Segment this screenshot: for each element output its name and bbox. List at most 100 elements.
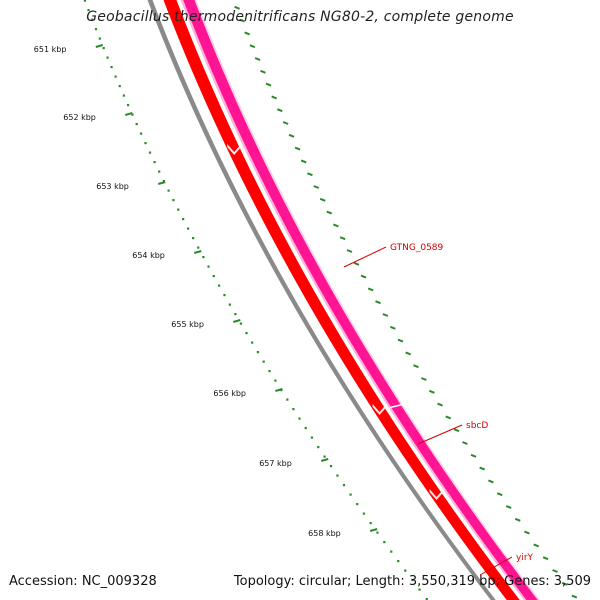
scale-tick: [333, 223, 339, 228]
scale-dot: [218, 284, 221, 287]
scale-dot: [274, 379, 277, 382]
scale-dot: [135, 123, 138, 126]
scale-tick: [339, 236, 346, 241]
gene-leader-line: [417, 424, 463, 445]
scale-dot: [268, 370, 271, 373]
scale-tick: [445, 415, 452, 420]
scale-dot: [167, 189, 170, 192]
scale-dot: [207, 265, 210, 268]
scale-dot: [177, 208, 180, 211]
scale-dot: [349, 493, 352, 496]
cds-forward-arrowhead: [372, 404, 387, 415]
scale-tick: [420, 377, 427, 381]
scale-tick: [571, 594, 578, 599]
scale-tick: [470, 453, 477, 458]
scale-tick: [542, 556, 549, 561]
scale-dot: [336, 474, 339, 477]
scale-tick: [514, 517, 521, 522]
scale-tick: [353, 261, 360, 266]
cds-forward-arrowhead: [227, 144, 242, 155]
scale-dot: [202, 256, 205, 259]
scale-tick: [234, 5, 240, 10]
scale-dot: [192, 237, 195, 240]
scale-dot: [425, 598, 428, 600]
scale-dot: [87, 9, 90, 12]
scale-tick: [249, 44, 256, 49]
scale-dot: [329, 465, 333, 468]
cds-reverse-edge[interactable]: [191, 0, 548, 600]
scale-dot: [172, 199, 175, 202]
scale-tick: [561, 581, 568, 586]
gene-label-sbcd[interactable]: sbcD: [466, 421, 488, 431]
scale-dot: [397, 560, 400, 563]
scale-dot: [411, 579, 414, 582]
scale-tick: [307, 172, 313, 177]
scale-tick: [552, 569, 558, 573]
scale-tick: [382, 313, 389, 317]
scale-dot: [342, 484, 346, 487]
ruler-major-tick: [233, 319, 241, 323]
scale-dot: [239, 322, 243, 325]
scale-dot: [110, 66, 113, 69]
scale-dot: [286, 398, 289, 401]
scale-tick: [282, 121, 289, 125]
scale-tick: [533, 543, 540, 548]
scale-tick: [437, 402, 443, 407]
scale-dot: [383, 541, 386, 544]
scale-tick: [496, 492, 503, 497]
gene-label-yiry[interactable]: yirY: [516, 553, 534, 563]
ruler-label: 652 kbp: [63, 113, 96, 122]
ruler-major-tick: [369, 528, 378, 532]
scale-tick: [326, 210, 333, 215]
scale-tick: [462, 441, 468, 445]
scale-tick: [413, 364, 419, 369]
scale-tick: [294, 146, 301, 151]
scale-dot: [317, 446, 320, 449]
scale-dot: [245, 332, 248, 335]
scale-tick: [367, 287, 374, 292]
scale-dot: [418, 588, 421, 591]
ruler-major-tick: [125, 112, 133, 116]
scale-dot: [98, 37, 101, 40]
ruler-major-tick: [95, 44, 104, 48]
cds-reverse-boundary: [388, 403, 405, 409]
ruler-major-tick: [193, 250, 202, 254]
scale-tick: [405, 351, 412, 356]
scale-dot: [118, 85, 121, 88]
scale-tick: [524, 530, 530, 535]
map-title: Geobacillus thermodenitrificans NG80-2, …: [86, 9, 514, 25]
ruler-label: 654 kbp: [132, 251, 165, 260]
scale-dot: [251, 341, 254, 344]
scale-tick: [346, 249, 353, 253]
scale-tick: [288, 133, 295, 138]
gene-label-gtng_0589[interactable]: GTNG_0589: [390, 243, 444, 253]
ruler-label: 651 kbp: [34, 45, 67, 54]
scale-tick: [244, 31, 251, 36]
scale-dot: [362, 512, 365, 515]
gene-leader-line: [343, 246, 387, 268]
scale-dot: [292, 408, 295, 411]
cds-forward-track[interactable]: [160, 0, 528, 600]
scale-tick: [239, 18, 245, 23]
cds-reverse-track[interactable]: [177, 0, 546, 600]
scale-dot: [404, 569, 407, 572]
scale-dot: [139, 132, 143, 135]
scale-tick: [397, 338, 404, 343]
scale-dot: [144, 142, 147, 145]
scale-dot: [310, 436, 314, 439]
scale-dot: [390, 550, 393, 553]
scale-dot: [126, 104, 130, 107]
scale-dot: [256, 351, 260, 354]
scale-dot: [376, 531, 379, 534]
scale-dot: [91, 18, 94, 21]
cds-forward-arrowhead: [429, 489, 444, 500]
scale-dot: [187, 227, 190, 230]
scale-dot: [148, 151, 152, 154]
scale-dot: [298, 417, 301, 420]
scale-tick: [479, 466, 486, 471]
scale-tick: [375, 300, 381, 305]
scale-tick: [453, 428, 460, 433]
scale-tick: [488, 479, 494, 484]
